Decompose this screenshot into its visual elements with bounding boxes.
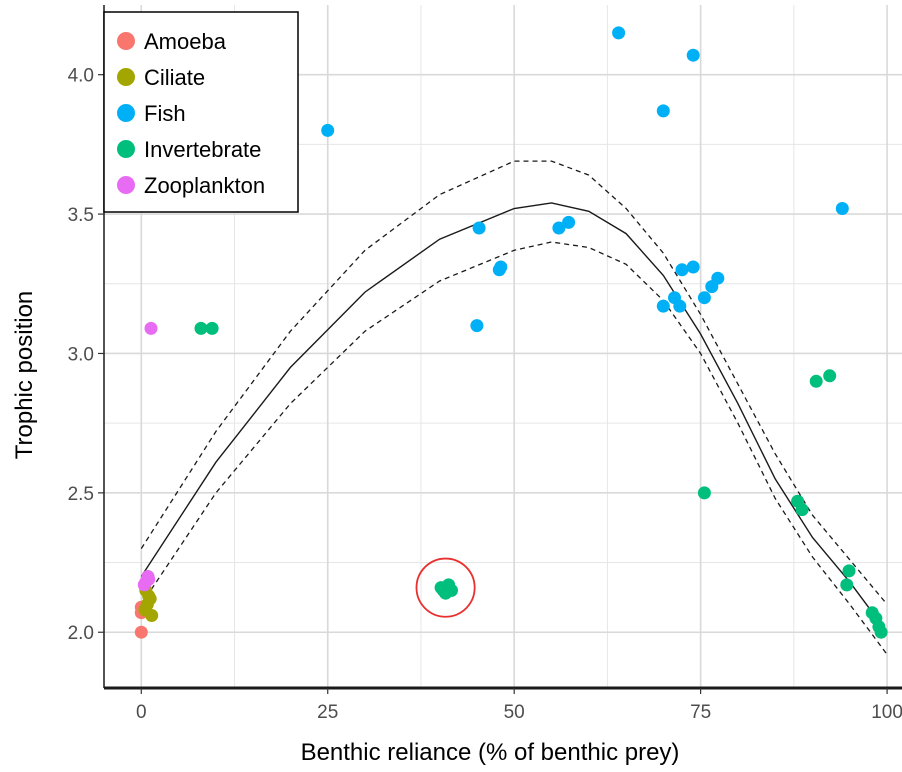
invertebrate-point (809, 374, 823, 388)
fish-point (612, 26, 626, 40)
legend-label-zooplankton: Zooplankton (144, 173, 265, 198)
x-tick-label: 25 (317, 702, 338, 723)
fit-upper-ci-line (140, 160, 888, 605)
highlight-annotation (415, 557, 476, 618)
invertebrate-point (697, 486, 711, 500)
fish-point (673, 299, 687, 313)
y-tick-label: 3.5 (68, 205, 94, 226)
x-tick-label: 50 (504, 702, 525, 723)
fish-point (656, 299, 670, 313)
legend-key-amoeba (117, 32, 135, 50)
x-axis-title: Benthic reliance (% of benthic prey) (301, 739, 680, 766)
fish-point (835, 202, 849, 215)
invertebrate-point (823, 369, 837, 383)
invertebrate-point (194, 321, 208, 335)
y-tick-label: 4.0 (68, 66, 94, 87)
fish-point (562, 215, 576, 229)
fit-curves (140, 160, 888, 655)
fish-point (697, 291, 711, 305)
fish-point (686, 260, 700, 274)
y-axis-title: Trophic position (11, 291, 38, 460)
fish-point (494, 260, 508, 274)
y-tick-label: 2.0 (68, 623, 94, 644)
fish-point (656, 104, 670, 118)
legend-key-ciliate (117, 68, 135, 86)
zooplankton-point (144, 321, 158, 335)
fit-line (140, 202, 888, 633)
x-tick-label: 100 (871, 702, 902, 723)
y-tick-label: 2.5 (68, 484, 94, 505)
tick-labels: 0 25 50 75 100 2.0 2.5 3.0 3.5 4.0 (68, 66, 902, 723)
fish-point (711, 271, 725, 285)
invertebrate-point (205, 321, 219, 335)
amoeba-point (134, 625, 148, 639)
legend-key-invertebrate (117, 140, 135, 158)
x-tick-label: 75 (690, 702, 711, 723)
data-points (134, 26, 888, 639)
invertebrate-point (795, 503, 809, 517)
fish-point (470, 319, 484, 333)
fish-point (321, 123, 335, 137)
ciliate-point (142, 589, 156, 603)
legend-label-ciliate: Ciliate (144, 65, 205, 90)
legend-label-fish: Fish (144, 101, 186, 126)
fish-point (472, 221, 486, 235)
fish-point (675, 263, 689, 277)
invertebrate-point (840, 578, 854, 592)
fish-point (552, 221, 566, 235)
fit-lower-ci-line (140, 241, 888, 655)
legend-key-zooplankton (117, 176, 135, 194)
grid-lines (104, 5, 902, 688)
invertebrate-point (842, 564, 856, 578)
invertebrate-point (436, 583, 450, 597)
ciliate-point (145, 609, 159, 622)
legend-label-invertebrate: Invertebrate (144, 137, 261, 162)
invertebrate-point (874, 625, 888, 639)
legend-box (103, 11, 299, 213)
highlight-circle (415, 557, 476, 618)
legend-key-fish (117, 104, 135, 122)
y-tick-label: 3.0 (68, 344, 94, 365)
zooplankton-point (142, 572, 156, 586)
legend: Amoeba Ciliate Fish Invertebrate Zooplankton (103, 11, 299, 213)
fish-point (686, 48, 700, 62)
x-tick-label: 0 (136, 702, 147, 723)
legend-label-amoeba: Amoeba (144, 29, 227, 54)
